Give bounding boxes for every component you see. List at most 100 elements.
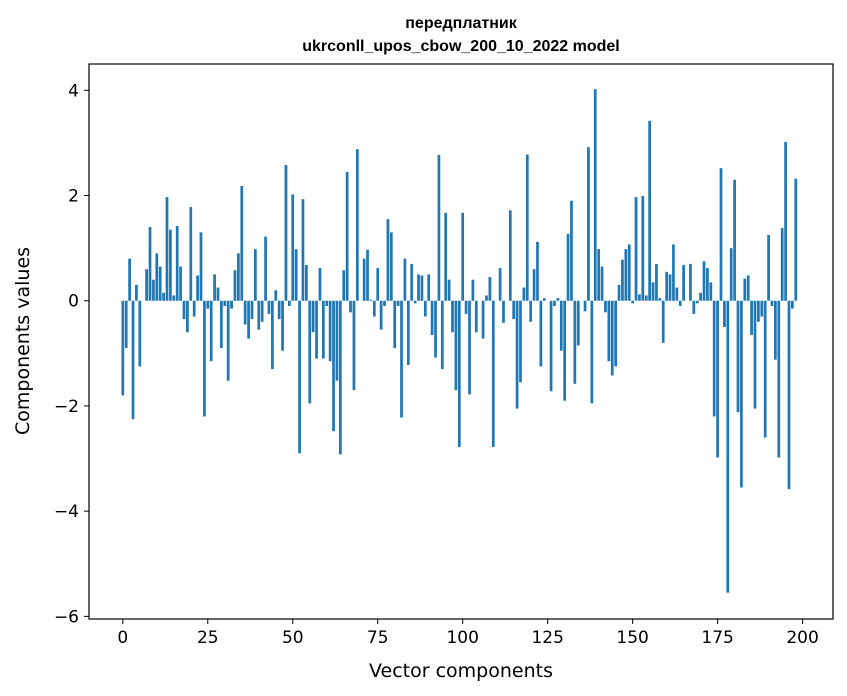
x-tick-label: 125: [531, 628, 563, 648]
bar: [597, 249, 601, 301]
bar: [128, 258, 131, 301]
bar: [787, 300, 791, 490]
bar: [288, 300, 291, 306]
bar: [318, 268, 322, 301]
bar: [791, 300, 794, 309]
bar: [529, 300, 533, 322]
bar: [138, 300, 142, 367]
bar: [325, 300, 329, 306]
y-tick-label: 0: [68, 292, 79, 312]
bar: [607, 300, 611, 362]
bar: [352, 300, 356, 391]
bar: [593, 89, 597, 301]
bar: [335, 300, 339, 381]
bar: [417, 274, 420, 301]
bar: [549, 300, 553, 392]
bar: [702, 261, 706, 301]
bar: [498, 268, 502, 301]
bar: [600, 266, 604, 301]
bar: [223, 300, 227, 306]
bar: [525, 154, 529, 301]
bar: [209, 300, 213, 362]
bar: [237, 253, 240, 301]
bar: [512, 300, 516, 320]
bar: [655, 263, 658, 301]
bar: [631, 300, 634, 304]
bar: [186, 300, 189, 333]
bar: [740, 300, 743, 488]
bar: [410, 263, 414, 301]
chart-title-line-1: передплатник: [405, 15, 517, 32]
bar: [464, 300, 468, 314]
bar: [175, 226, 179, 301]
bar: [454, 300, 458, 391]
bar: [230, 300, 233, 309]
bar: [488, 277, 492, 301]
bar: [553, 300, 556, 306]
bar: [294, 249, 298, 301]
bar: [233, 270, 237, 301]
bar: [539, 300, 543, 367]
bar: [386, 219, 390, 301]
bar: [750, 300, 753, 335]
bar: [427, 274, 431, 301]
x-tick-label: 100: [446, 628, 478, 648]
bar: [124, 300, 128, 349]
bar: [437, 155, 441, 301]
bar: [145, 269, 148, 301]
bar: [474, 300, 478, 333]
bar: [196, 275, 199, 301]
bar: [199, 232, 203, 301]
bar: [519, 300, 522, 383]
bar: [203, 300, 206, 417]
bar: [396, 300, 400, 306]
bar: [271, 300, 274, 370]
bar: [709, 282, 713, 301]
bar: [491, 300, 495, 447]
bar: [726, 300, 730, 593]
bar: [403, 258, 407, 301]
bar: [172, 295, 176, 301]
bar: [345, 171, 349, 301]
bar: [135, 284, 138, 301]
bar: [624, 249, 628, 301]
bar: [342, 270, 346, 301]
bar: [216, 287, 220, 301]
chart-title-line-2: ukrconll_upos_cbow_200_10_2022 model: [302, 38, 619, 55]
bar: [665, 271, 668, 301]
bar: [131, 300, 135, 420]
bar: [152, 279, 155, 301]
x-tick-label: 75: [367, 628, 389, 648]
bar: [321, 300, 325, 359]
bar: [573, 300, 577, 384]
bar: [481, 300, 485, 339]
bar: [777, 300, 781, 458]
bar: [648, 120, 651, 301]
y-tick-label: −2: [54, 397, 79, 417]
bar: [284, 165, 288, 301]
bar: [291, 194, 295, 301]
bar: [148, 227, 152, 301]
bar: [304, 264, 308, 301]
bar: [274, 290, 278, 301]
x-tick-label: 175: [701, 628, 733, 648]
bar: [328, 300, 332, 362]
bar: [260, 300, 264, 322]
bar: [757, 300, 760, 322]
bar: [502, 300, 505, 323]
bar: [638, 294, 641, 301]
bar: [281, 300, 284, 351]
x-tick-label: 200: [786, 628, 818, 648]
bar: [760, 300, 764, 317]
bar: [644, 295, 648, 301]
bar: [349, 300, 352, 313]
y-tick-label: −6: [54, 607, 79, 627]
bar: [736, 300, 740, 413]
bar: [162, 292, 165, 301]
bar: [372, 300, 376, 317]
bar: [264, 236, 267, 301]
bar: [729, 248, 733, 301]
bar: [468, 300, 471, 395]
bar: [369, 299, 373, 301]
